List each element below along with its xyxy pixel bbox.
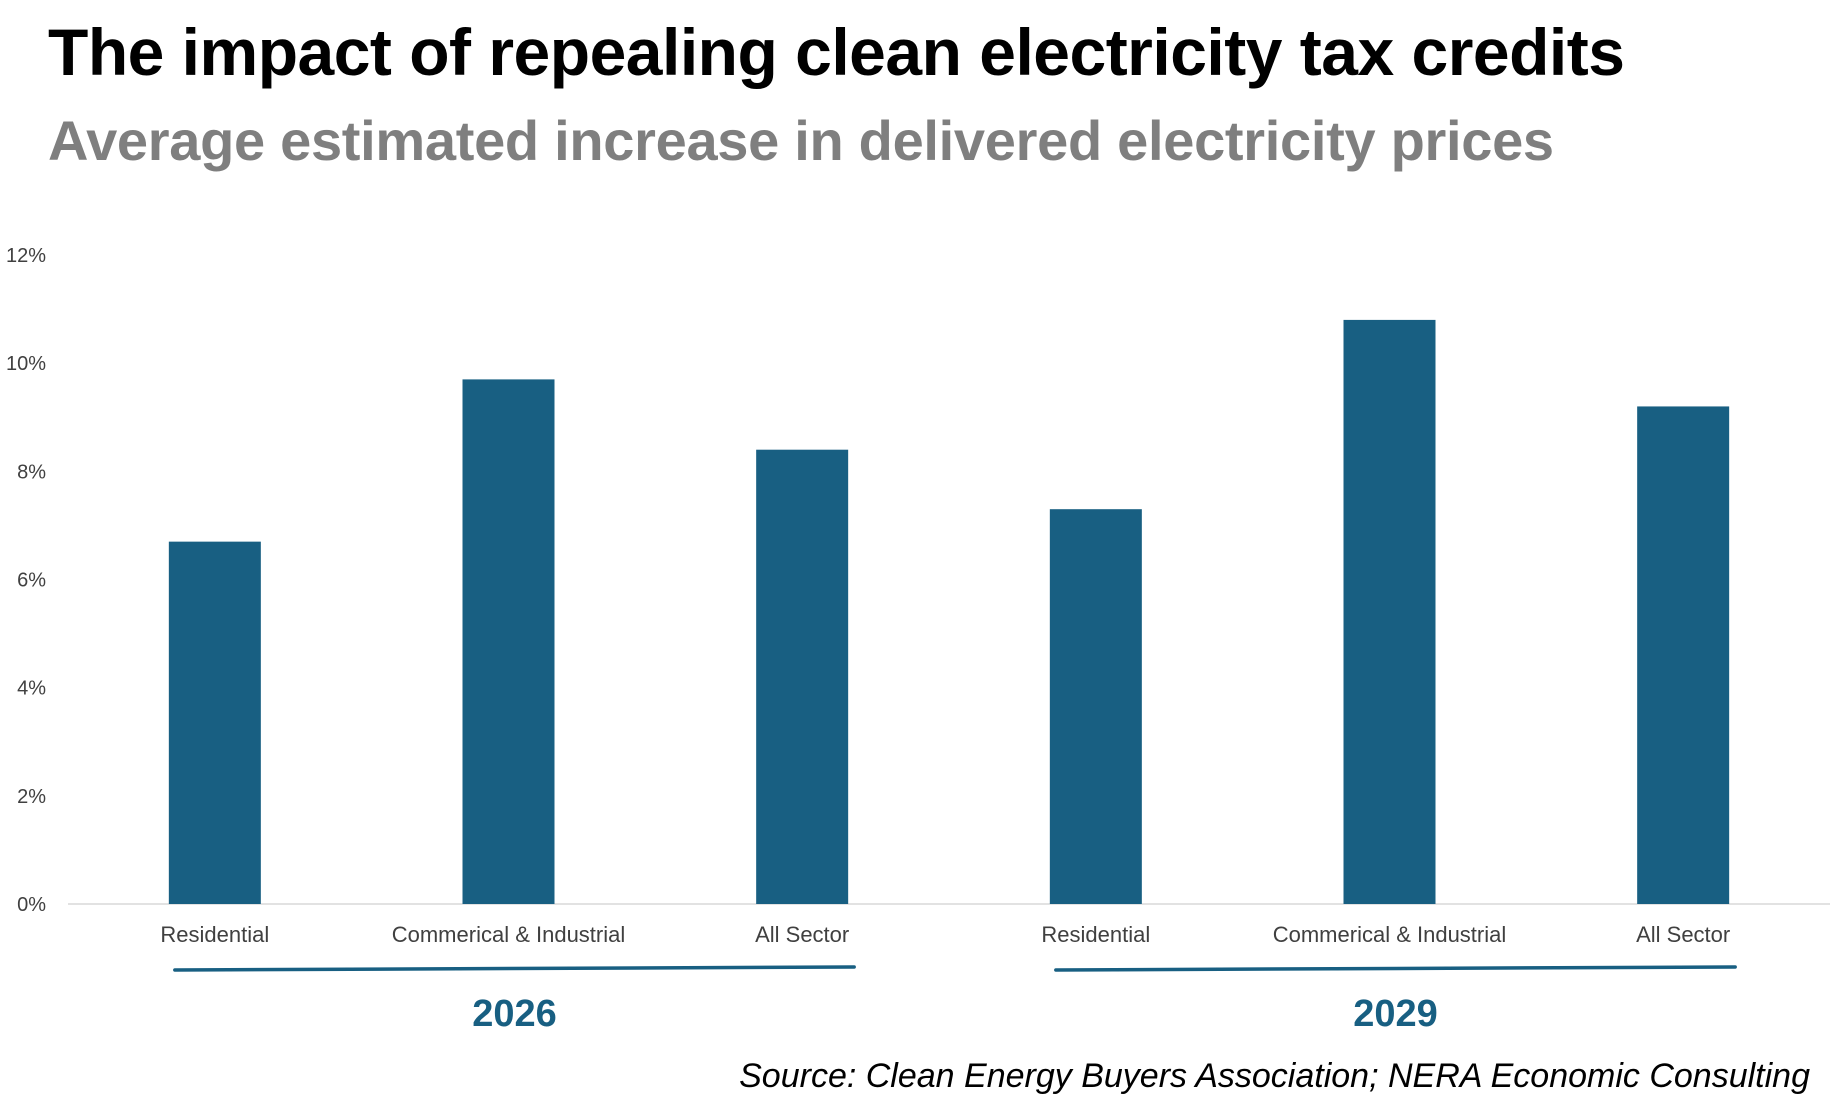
- group-underline: [173, 965, 856, 972]
- bar: [1637, 406, 1730, 904]
- x-tick-label: Commerical & Industrial: [392, 922, 626, 947]
- group-label: 2026: [472, 993, 557, 1035]
- y-tick-label: 2%: [17, 786, 46, 808]
- y-tick-label: 10%: [6, 353, 46, 375]
- bar: [756, 449, 849, 904]
- y-tick-label: 12%: [6, 245, 46, 267]
- bar: [168, 541, 261, 904]
- source-note: Source: Clean Energy Buyers Association;…: [739, 1057, 1810, 1095]
- x-tick-label: Residential: [160, 922, 269, 947]
- y-tick-label: 6%: [17, 570, 46, 592]
- chart-title: The impact of repealing clean electricit…: [48, 15, 1625, 89]
- y-tick-label: 8%: [17, 461, 46, 483]
- y-tick-label: 0%: [17, 894, 46, 916]
- x-tick-label: All Sector: [755, 922, 849, 947]
- bar: [462, 379, 555, 904]
- x-tick-label: Commerical & Industrial: [1273, 922, 1507, 947]
- group-underline: [1054, 965, 1737, 972]
- x-tick-label: All Sector: [1636, 922, 1730, 947]
- group-label: 2029: [1353, 993, 1438, 1035]
- chart-subtitle: Average estimated increase in delivered …: [48, 109, 1554, 172]
- y-tick-label: 4%: [17, 678, 46, 700]
- x-tick-label: Residential: [1041, 922, 1150, 947]
- bar: [1049, 509, 1142, 904]
- bar: [1343, 319, 1436, 904]
